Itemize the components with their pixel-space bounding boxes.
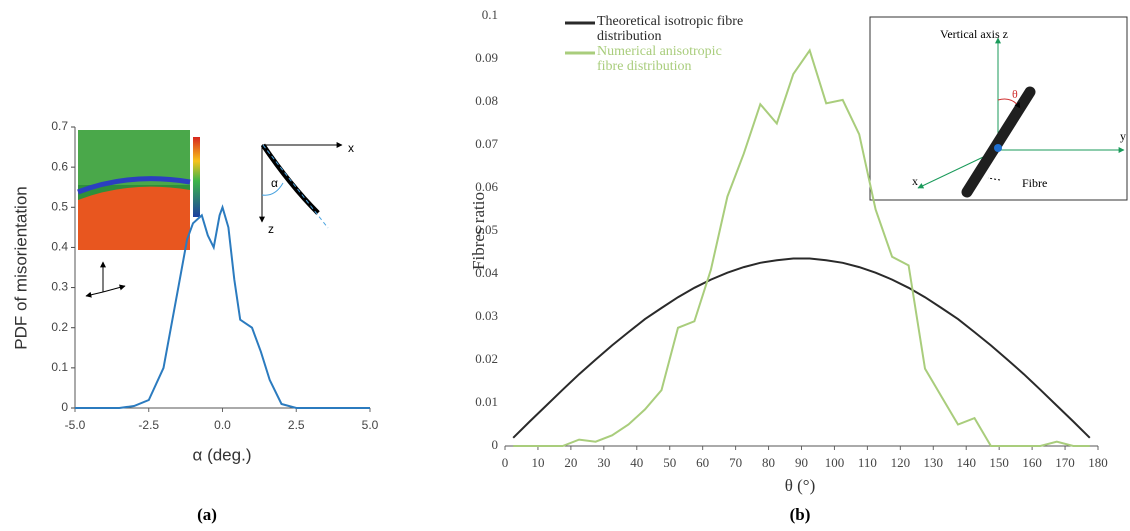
x-tick-label: 170 [1055, 455, 1075, 470]
y-tick-label: 0.06 [475, 179, 498, 194]
plot: 0 0.01 0.02 0.03 0.04 0.05 0.06 0.07 0.08 0.09 0.1… [469, 7, 1126, 524]
y-axis-title: Fibres ratio [469, 192, 488, 270]
data-line [513, 48, 1090, 447]
inset-label: θ [1012, 87, 1018, 101]
x-tick-label: 5.0 [362, 418, 379, 432]
legend-label: Theoretical isotropic fibre distribution [597, 14, 744, 44]
x-axis-title: α (deg.) [193, 445, 252, 464]
y-tick-label: 0 [492, 437, 499, 452]
y-tick-label: 0.03 [475, 308, 498, 323]
x-tick-label: 60 [696, 455, 709, 470]
y-tick-label: 0.05 [475, 222, 498, 237]
x-tick-label: 40 [630, 455, 643, 470]
x-tick-label: -5.0 [65, 418, 86, 432]
x-tick-label: 180 [1088, 455, 1108, 470]
x-tick-label: 120 [891, 455, 911, 470]
inset-label: Vertical axis z [940, 27, 1008, 41]
y-tick-label: 0.7 [51, 119, 68, 133]
y-tick-label: 0.4 [51, 240, 68, 254]
inset-label: x [348, 141, 354, 155]
x-tick-label: -2.5 [138, 418, 159, 432]
y-tick-label: 0.09 [475, 50, 498, 65]
caption: (b) [790, 505, 811, 524]
y-tick-label: 0.2 [51, 320, 68, 334]
x-tick-label: 110 [858, 455, 877, 470]
y-axis-title: PDF of misorientation [11, 186, 30, 349]
inset-label: y [1120, 129, 1126, 143]
inset-label: Fibre [1022, 176, 1047, 190]
y-tick-label: 0.6 [51, 159, 68, 173]
x-tick-label: 150 [989, 455, 1009, 470]
x-axis-title: θ (°) [785, 476, 816, 495]
y-tick-label: 0.08 [475, 93, 498, 108]
y-tick-label: 0.1 [482, 7, 498, 22]
x-tick-label: 140 [956, 455, 976, 470]
y-tick-label: 0.5 [51, 199, 68, 213]
y-tick-label: 0.04 [475, 265, 498, 280]
inset-label: α [271, 176, 278, 190]
inset-fibre [869, 16, 1128, 201]
inset-schematic [259, 142, 343, 229]
y-tick-label: 0.07 [475, 136, 498, 151]
x-tick-label: 2.5 [288, 418, 305, 432]
x-tick-label: 50 [663, 455, 676, 470]
y-tick-label: 0.02 [475, 351, 498, 366]
x-tick-label: 20 [564, 455, 577, 470]
x-tick-label: 80 [762, 455, 775, 470]
x-tick-label: 130 [924, 455, 944, 470]
x-tick-label: 0.0 [214, 418, 231, 432]
inset-axes-icon [85, 261, 126, 298]
x-tick-label: 100 [825, 455, 845, 470]
y-tick-label: 0.3 [51, 280, 68, 294]
legend-label: Numerical anisotropic fibre distribution [597, 44, 722, 74]
y-tick-label: 0.01 [475, 394, 498, 409]
x-tick-label: 0 [502, 455, 509, 470]
inset-label: x [912, 174, 918, 188]
x-tick-label: 30 [597, 455, 610, 470]
x-tick-label: 10 [531, 455, 544, 470]
data-line [512, 257, 1091, 439]
data-line [75, 204, 370, 409]
x-tick-label: 90 [795, 455, 808, 470]
y-tick-label: 0 [61, 400, 68, 414]
y-tick-label: 0.1 [51, 360, 68, 374]
inset-image [77, 130, 200, 250]
caption: (a) [197, 505, 217, 524]
inset-label: z [268, 222, 274, 236]
x-tick-label: 70 [729, 455, 742, 470]
plot: 0 0.1 0.2 0.3 0.4 0.5 0.6 0.7 -5.0 -2.5 0.0 2.5 5.0 α… [11, 119, 378, 524]
x-tick-label: 160 [1022, 455, 1042, 470]
